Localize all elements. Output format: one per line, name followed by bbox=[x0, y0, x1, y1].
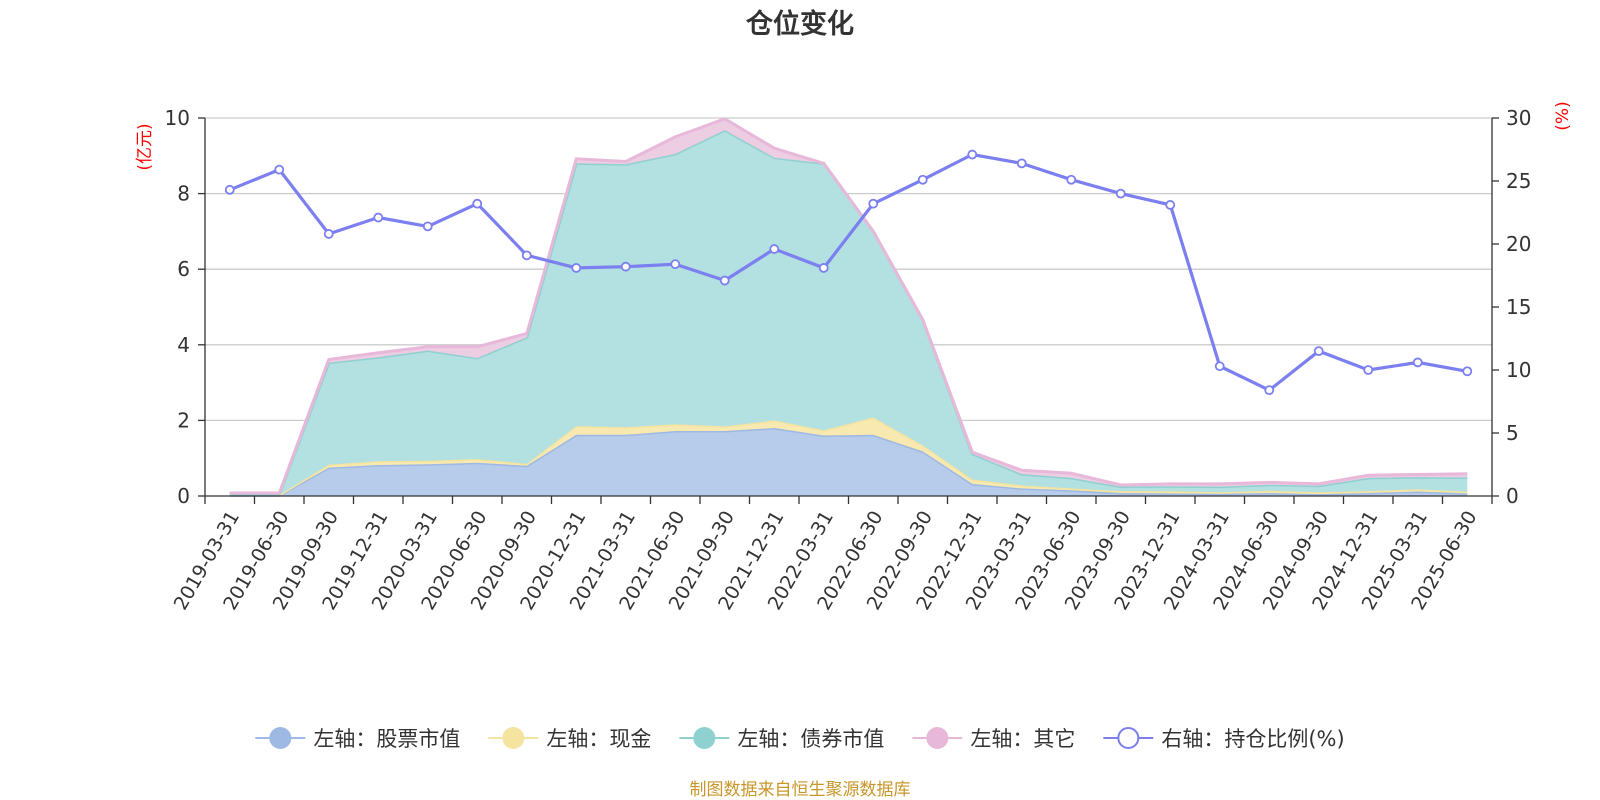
legend: 左轴：股票市值 左轴：现金 左轴：债券市值 左轴：其它 右轴：持仓比例(%) bbox=[255, 727, 1345, 751]
legend-marker-circle bbox=[269, 727, 292, 749]
ratio-point bbox=[1016, 158, 1027, 169]
legend-item-4: 左轴：其它 bbox=[912, 727, 1075, 751]
stacked-areas bbox=[229, 117, 1468, 497]
legend-item-1: 左轴：股票市值 bbox=[255, 727, 460, 751]
right-tick-label: 10 bbox=[1506, 358, 1531, 382]
ratio-point bbox=[224, 184, 235, 195]
area-series-3 bbox=[229, 130, 1468, 495]
ratio-point bbox=[769, 244, 780, 254]
ratio-point bbox=[472, 198, 483, 209]
area-series-4-edge bbox=[229, 117, 1468, 495]
ratio-point bbox=[1165, 200, 1176, 210]
ratio-point bbox=[868, 198, 879, 209]
right-tick-label: 15 bbox=[1506, 295, 1531, 319]
ratio-point bbox=[818, 263, 829, 273]
left-tick-label: 8 bbox=[177, 182, 190, 206]
left-axis-unit-label: (亿元) bbox=[135, 123, 155, 170]
legend-marker-circle bbox=[693, 727, 716, 749]
ratio-point bbox=[917, 174, 928, 185]
ratio-point bbox=[373, 212, 384, 223]
ratio-point bbox=[1214, 361, 1225, 372]
ratio-point bbox=[274, 164, 285, 175]
ratio-point bbox=[620, 261, 631, 272]
ratio-point bbox=[719, 275, 730, 286]
ratio-line bbox=[224, 149, 1473, 396]
ratio-point bbox=[1115, 188, 1126, 199]
ratio-point bbox=[967, 149, 978, 160]
legend-label: 左轴：现金 bbox=[546, 727, 651, 751]
left-tick-label: 6 bbox=[177, 257, 190, 281]
area-series-2 bbox=[229, 417, 1468, 496]
legend-item-5: 右轴：持仓比例(%) bbox=[1103, 727, 1345, 751]
ratio-point bbox=[1412, 357, 1423, 368]
legend-item-3: 左轴：债券市值 bbox=[679, 727, 884, 751]
ratio-point bbox=[521, 250, 532, 261]
legend-label: 右轴：持仓比例(%) bbox=[1161, 727, 1344, 751]
ratio-point bbox=[571, 263, 582, 273]
left-tick-label: 0 bbox=[177, 484, 190, 508]
ratio-line-path bbox=[229, 152, 1468, 393]
ratio-point bbox=[323, 229, 334, 239]
ratio-point bbox=[1363, 365, 1374, 375]
legend-label: 左轴：其它 bbox=[970, 727, 1075, 751]
ratio-point bbox=[670, 259, 681, 270]
right-tick-label: 30 bbox=[1506, 106, 1531, 130]
data-source-note: 制图数据来自恒生聚源数据库 bbox=[690, 780, 911, 800]
left-tick-label: 4 bbox=[177, 333, 190, 357]
ratio-point bbox=[1066, 174, 1077, 185]
legend-label: 左轴：股票市值 bbox=[313, 727, 460, 751]
area-series-1 bbox=[229, 428, 1468, 496]
right-axis-unit-label: (%) bbox=[1553, 101, 1573, 130]
legend-marker-circle bbox=[926, 727, 949, 749]
legend-item-2: 左轴：现金 bbox=[488, 727, 651, 751]
right-tick-label: 20 bbox=[1506, 232, 1531, 256]
legend-label: 左轴：债券市值 bbox=[737, 727, 884, 751]
ratio-point bbox=[1264, 385, 1275, 396]
right-tick-label: 25 bbox=[1506, 169, 1531, 193]
ratio-point bbox=[1313, 346, 1324, 357]
left-tick-label: 10 bbox=[165, 106, 190, 130]
left-tick-label: 2 bbox=[177, 408, 190, 432]
ratio-point bbox=[1462, 366, 1473, 377]
ratio-point bbox=[422, 221, 433, 232]
right-tick-label: 5 bbox=[1506, 421, 1519, 445]
right-tick-label: 0 bbox=[1506, 484, 1519, 508]
legend-marker-circle bbox=[1117, 727, 1140, 749]
chart-title: 仓位变化 bbox=[745, 8, 854, 40]
legend-marker-circle bbox=[502, 727, 525, 749]
